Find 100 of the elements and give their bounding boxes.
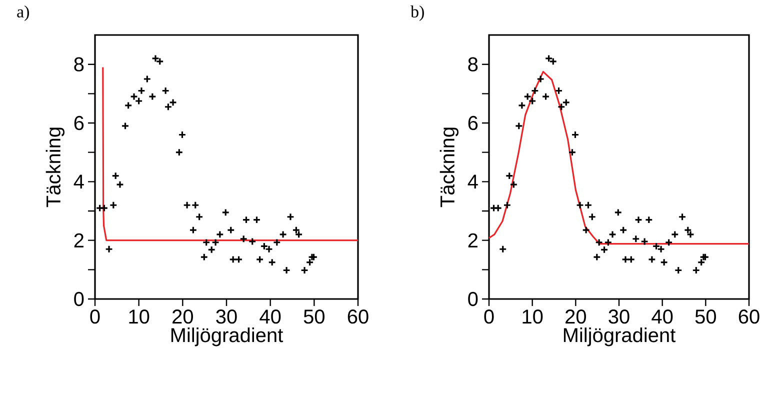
point: [503, 201, 512, 210]
point: [175, 148, 184, 156]
y-tick-label: 6: [74, 116, 84, 130]
point: [279, 230, 288, 238]
point: [648, 255, 656, 264]
point: [195, 212, 204, 221]
point: [664, 238, 673, 246]
x-tick-label: 30: [216, 310, 237, 324]
point: [571, 130, 580, 139]
point: [634, 216, 643, 224]
x-tick-label: 40: [260, 310, 281, 324]
point: [644, 216, 653, 224]
x-tick-label: 60: [348, 310, 368, 324]
point: [226, 226, 235, 234]
point: [143, 75, 152, 84]
point: [670, 230, 679, 238]
y-tick-label: 8: [468, 57, 478, 72]
point: [542, 92, 550, 101]
point: [162, 86, 170, 95]
point: [169, 98, 178, 106]
point: [684, 226, 692, 234]
point: [600, 246, 608, 254]
point: [604, 238, 612, 246]
y-tick-label: 4: [468, 174, 478, 189]
point: [619, 226, 628, 234]
x-tick-label: 40: [652, 310, 673, 324]
y-tick-label: 0: [74, 292, 84, 306]
point: [627, 255, 636, 264]
point: [692, 266, 700, 274]
point: [240, 234, 248, 243]
x-tick-label: 10: [522, 310, 543, 324]
point: [300, 266, 309, 274]
point: [686, 230, 695, 238]
point: [248, 238, 256, 246]
point: [674, 266, 682, 274]
point: [568, 148, 576, 156]
point: [614, 208, 622, 216]
point: [272, 238, 281, 246]
point: [608, 230, 617, 238]
point: [242, 216, 250, 224]
point: [292, 226, 300, 234]
point: [216, 230, 224, 238]
text: a): [17, 6, 29, 21]
point: [660, 258, 668, 266]
x-tick-label: 30: [608, 310, 630, 324]
point: [183, 201, 192, 210]
x-tick-label: 0: [90, 310, 100, 324]
x-axis-title: Miljögradient: [564, 328, 676, 346]
point: [510, 180, 518, 189]
y-tick-label: 0: [468, 292, 478, 306]
point: [202, 238, 210, 246]
x-tick-label: 20: [566, 310, 586, 324]
point: [294, 230, 303, 238]
point: [164, 102, 172, 111]
point: [678, 212, 686, 221]
point: [109, 201, 118, 210]
x-tick-label: 0: [484, 310, 494, 324]
point: [116, 180, 124, 189]
point: [588, 212, 596, 221]
x-tick-label: 60: [738, 310, 760, 324]
point: [518, 101, 526, 110]
point: [576, 201, 584, 210]
y-tick-label: 2: [468, 233, 478, 248]
x-tick-label: 50: [304, 310, 324, 324]
point: [562, 98, 570, 106]
point: [592, 253, 601, 262]
point: [286, 212, 294, 221]
y-tick-label: 8: [74, 57, 84, 72]
x-tick-label: 10: [129, 310, 150, 324]
y-tick-label: 4: [74, 174, 84, 189]
point: [200, 253, 208, 262]
line-series: [102, 66, 359, 242]
point: [178, 130, 186, 139]
point: [498, 245, 507, 254]
point: [557, 102, 566, 111]
text: b): [410, 6, 424, 21]
point: [582, 226, 590, 234]
point: [234, 255, 243, 264]
point: [256, 255, 264, 264]
point: [282, 266, 291, 274]
line-series: [488, 70, 750, 245]
point: [121, 122, 130, 130]
point: [530, 86, 539, 95]
point: [137, 86, 146, 95]
point: [208, 246, 216, 254]
point: [252, 216, 261, 224]
y-tick-label: 6: [468, 116, 478, 130]
y-tick-label: 2: [74, 233, 84, 248]
x-tick-label: 20: [172, 310, 193, 324]
point: [640, 238, 649, 246]
y-axis-title: Täckning: [440, 128, 458, 208]
point: [595, 238, 604, 246]
point: [308, 253, 316, 262]
point: [306, 258, 314, 266]
point: [584, 201, 592, 210]
point: [268, 258, 276, 266]
point: [124, 101, 132, 110]
x-tick-label: 50: [695, 310, 716, 324]
point: [310, 253, 318, 262]
point: [189, 226, 198, 234]
